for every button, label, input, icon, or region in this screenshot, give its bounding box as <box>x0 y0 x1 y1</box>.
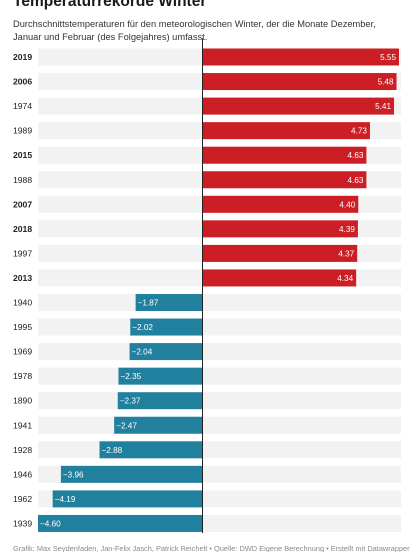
value-label: 4.39 <box>339 225 355 234</box>
value-label: −2.02 <box>132 323 153 332</box>
bar-track <box>38 318 401 336</box>
value-label: 4.63 <box>347 176 363 185</box>
bar <box>202 146 367 164</box>
value-label: −2.37 <box>120 397 141 406</box>
value-label: 4.40 <box>339 200 355 209</box>
year-label: 1941 <box>13 420 32 430</box>
bar-track <box>38 441 401 459</box>
value-label: 5.55 <box>380 53 396 62</box>
bar-track <box>38 416 401 434</box>
year-label: 2019 <box>13 52 32 62</box>
year-label: 1969 <box>13 347 32 357</box>
value-label: −4.19 <box>55 495 76 504</box>
year-label: 1974 <box>13 101 32 111</box>
year-label: 1978 <box>13 371 32 381</box>
bar <box>99 441 203 459</box>
value-label: −3.96 <box>63 470 84 479</box>
chart-title: Temperaturrekorde Winter <box>13 0 207 10</box>
bar <box>52 490 203 508</box>
value-label: −4.60 <box>40 519 61 528</box>
bar <box>130 318 203 336</box>
value-label: −1.87 <box>138 299 159 308</box>
year-label: 2015 <box>13 150 32 160</box>
bar <box>202 122 370 140</box>
bar <box>202 73 397 91</box>
value-label: 4.34 <box>337 274 353 283</box>
bar <box>202 97 395 115</box>
bar-track <box>38 343 401 361</box>
year-label: 1890 <box>13 396 32 406</box>
bar <box>114 416 203 434</box>
year-label: 1995 <box>13 322 32 332</box>
value-label: 4.63 <box>347 151 363 160</box>
year-label: 2013 <box>13 273 32 283</box>
bar <box>202 171 367 189</box>
value-label: −2.47 <box>116 421 137 430</box>
value-label: 4.37 <box>338 249 354 258</box>
year-label: 1940 <box>13 298 32 308</box>
year-label: 1997 <box>13 248 32 258</box>
year-label: 1928 <box>13 445 32 455</box>
year-label: 1939 <box>13 518 32 528</box>
value-label: −2.04 <box>132 348 153 357</box>
bar <box>202 195 359 213</box>
bar <box>202 48 399 66</box>
year-label: 1946 <box>13 469 32 479</box>
source-footer: Grafik: Max Seydenfaden, Jan-Felix Jasch… <box>13 544 410 552</box>
value-label: −2.88 <box>102 446 123 455</box>
year-label: 2018 <box>13 224 32 234</box>
bar <box>38 514 203 532</box>
bar <box>129 343 203 361</box>
value-label: −2.35 <box>120 372 141 381</box>
value-label: 5.48 <box>378 78 394 87</box>
bar <box>60 465 203 483</box>
bar-track <box>38 294 401 311</box>
bar <box>202 220 358 238</box>
bar <box>135 294 203 311</box>
bar-track <box>38 392 401 410</box>
bar <box>118 367 203 385</box>
bar <box>117 392 203 410</box>
year-label: 2007 <box>13 199 32 209</box>
year-label: 2006 <box>13 77 32 87</box>
value-label: 5.41 <box>375 102 391 111</box>
bar-track <box>38 367 401 385</box>
year-label: 1989 <box>13 126 32 136</box>
bar <box>202 244 358 262</box>
year-label: 1962 <box>13 494 32 504</box>
year-label: 1988 <box>13 175 32 185</box>
bar <box>202 269 357 287</box>
chart-subtitle: Durchschnittstemperaturen für den meteor… <box>13 19 376 42</box>
value-label: 4.73 <box>351 127 367 136</box>
